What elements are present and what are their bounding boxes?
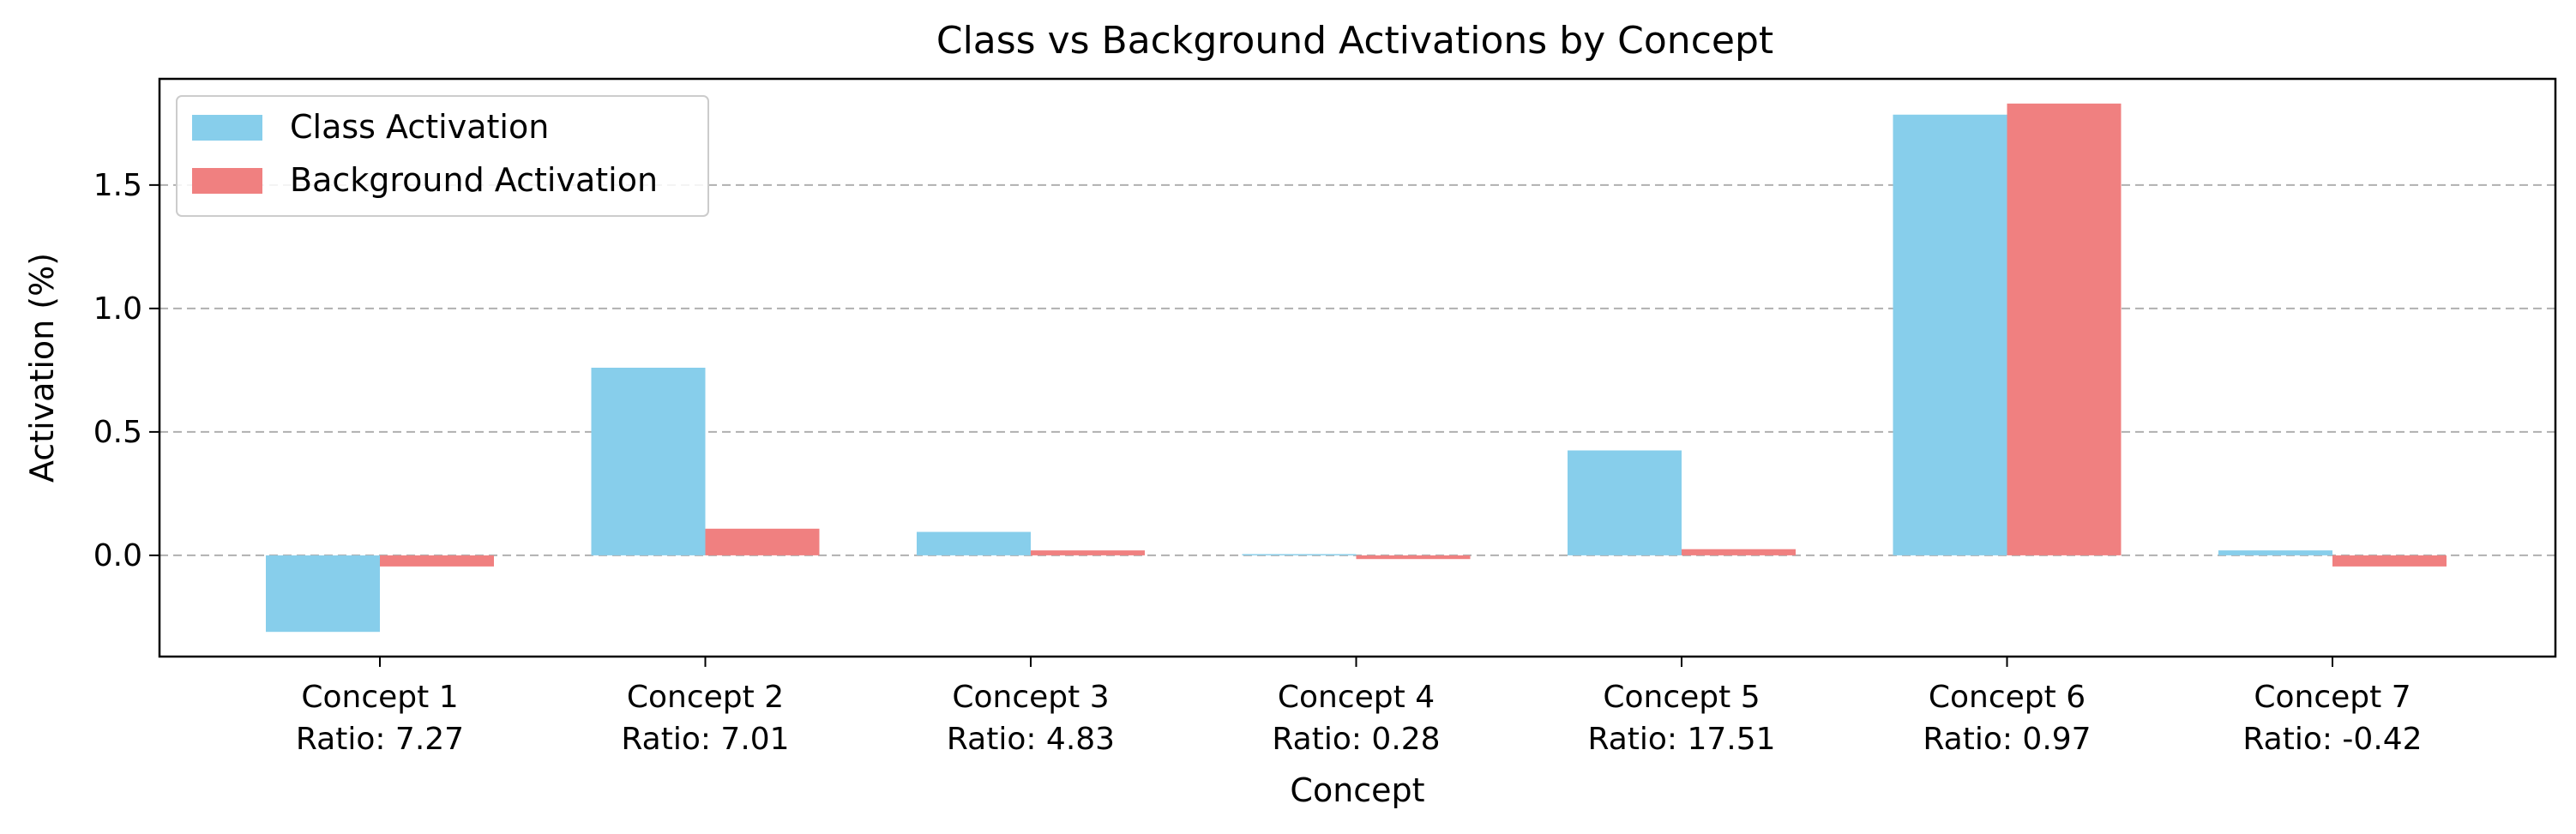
x-tick-label: Concept 3 bbox=[952, 680, 1109, 715]
legend: Class Activation Background Activation bbox=[176, 95, 709, 217]
legend-swatch bbox=[192, 115, 262, 141]
x-tick-sublabel: Ratio: 0.97 bbox=[1923, 722, 2091, 757]
bars bbox=[266, 103, 2447, 633]
legend-label: Background Activation bbox=[290, 161, 658, 199]
y-tick-label: 1.0 bbox=[93, 291, 142, 327]
x-tick-sublabel: Ratio: 4.83 bbox=[947, 722, 1115, 757]
y-tick-label: 0.5 bbox=[93, 415, 142, 450]
x-tick-label: Concept 6 bbox=[1929, 680, 2085, 715]
y-axis-label: Activation (%) bbox=[23, 253, 61, 483]
x-tick-label: Concept 5 bbox=[1603, 680, 1760, 715]
x-axis-ticks: Concept 1 Ratio: 7.27 Concept 2 Ratio: 7.01… bbox=[296, 657, 2423, 757]
x-tick-label: Concept 2 bbox=[627, 680, 784, 715]
bar-class-activation bbox=[917, 531, 1031, 555]
x-tick-label: Concept 1 bbox=[301, 680, 458, 715]
legend-swatch bbox=[192, 168, 262, 194]
bar-background-activation bbox=[705, 528, 820, 555]
x-tick-label: Concept 7 bbox=[2254, 680, 2410, 715]
x-tick-sublabel: Ratio: 17.51 bbox=[1587, 722, 1775, 757]
bar-class-activation bbox=[1893, 114, 2007, 555]
bar-background-activation bbox=[380, 555, 494, 567]
x-axis-label: Concept bbox=[1290, 771, 1424, 809]
bar-class-activation bbox=[266, 555, 380, 633]
plot-frame bbox=[158, 77, 2557, 658]
bar-background-activation bbox=[2332, 555, 2447, 567]
x-tick-label: Concept 4 bbox=[1278, 680, 1435, 715]
x-tick-sublabel: Ratio: 7.01 bbox=[621, 722, 789, 757]
bar-background-activation bbox=[2007, 103, 2122, 555]
bar-background-activation bbox=[1356, 555, 1471, 560]
x-tick-sublabel: Ratio: 0.28 bbox=[1272, 722, 1440, 757]
chart-title: Class vs Background Activations by Conce… bbox=[936, 19, 1773, 63]
bar-background-activation bbox=[1031, 550, 1145, 555]
bar-class-activation bbox=[1568, 450, 1682, 555]
bar-class-activation bbox=[2218, 550, 2332, 555]
x-tick-sublabel: Ratio: -0.42 bbox=[2242, 722, 2422, 757]
legend-label: Class Activation bbox=[290, 108, 549, 146]
y-tick-label: 1.5 bbox=[93, 168, 142, 203]
y-axis-ticks: 0.0 0.5 1.0 1.5 bbox=[93, 168, 159, 573]
x-tick-sublabel: Ratio: 7.27 bbox=[296, 722, 464, 757]
bar-background-activation bbox=[1682, 549, 1796, 555]
bar-class-activation bbox=[1242, 554, 1357, 555]
bar-class-activation bbox=[591, 368, 706, 555]
y-tick-label: 0.0 bbox=[93, 538, 142, 573]
legend-box bbox=[176, 95, 709, 217]
